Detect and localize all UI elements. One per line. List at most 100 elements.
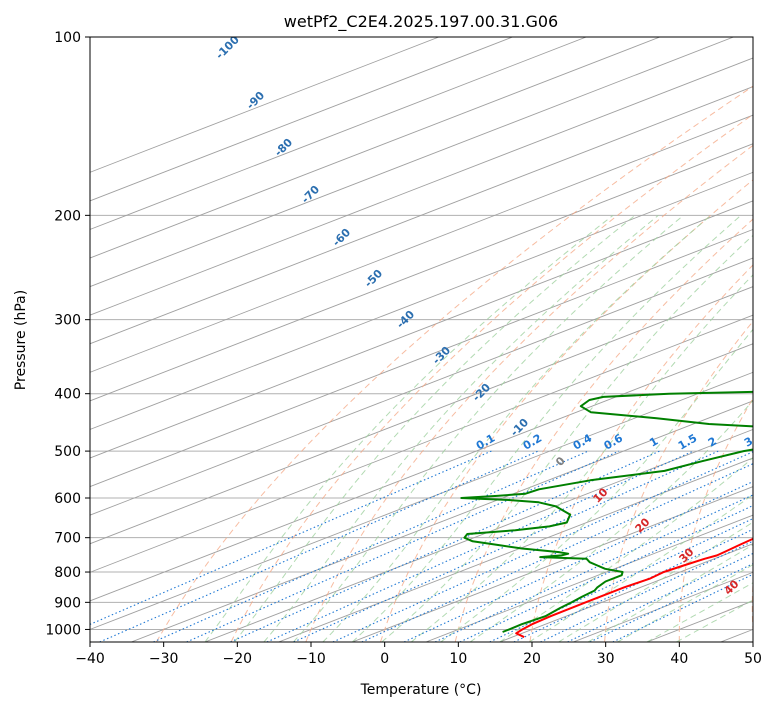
mixing-ratio-label: 4: [769, 434, 775, 449]
moist-adiabat: [646, 582, 753, 642]
chart-title: wetPf2_C2E4.2025.197.00.31.G06: [284, 12, 558, 32]
background-lines: [90, 37, 753, 642]
mixing-ratio-label: 0.1: [474, 432, 497, 453]
isotherm-line: [90, 257, 753, 516]
isotherm-line: [90, 228, 753, 488]
mixing-ratio-label: 0.6: [602, 431, 626, 452]
mixing-ratio-line: [153, 450, 589, 642]
y-tick-label: 200: [54, 208, 81, 224]
dry-adiabat-label: -70: [299, 183, 322, 206]
dry-adiabat-label: -10: [508, 416, 531, 439]
mixing-ratio-line: [589, 563, 753, 642]
isotherm-line: [90, 314, 753, 573]
isotherm-line: [90, 37, 440, 173]
isotherm-line: [90, 37, 661, 259]
isotherm-line: [646, 600, 753, 642]
mixing-ratio-line: [403, 481, 753, 642]
x-tick-label: 50: [744, 651, 762, 667]
y-tick-label: 900: [54, 595, 81, 611]
mixing-ratio-label: 0.2: [521, 432, 544, 453]
moist-adiabat: [617, 564, 753, 642]
dry-adiabat: [454, 218, 753, 642]
moist-adiabat: [499, 456, 753, 642]
moist-adiabat: [263, 214, 659, 642]
isotherm-line: [90, 371, 753, 630]
mixing-ratio-label: 0.4: [571, 431, 595, 452]
isotherm-line: [720, 628, 753, 642]
x-tick-label: 0: [380, 651, 389, 667]
moist-adiabat-label: 0: [553, 454, 568, 469]
x-tick-label: −10: [296, 651, 326, 667]
dry-adiabat: [305, 144, 753, 642]
mixing-ratio-line: [361, 463, 753, 642]
moist-adiabat: [293, 214, 684, 642]
x-tick-label: 40: [670, 651, 688, 667]
mixing-ratio-line: [459, 504, 753, 642]
mixing-ratio-line: [489, 518, 753, 642]
isotherm-line: [90, 37, 513, 202]
mixing-ratio-line: [293, 450, 719, 642]
dry-adiabat: [678, 397, 753, 642]
dry-adiabat-label: -40: [394, 308, 417, 331]
mixing-ratio-label: 1.5: [676, 432, 699, 453]
y-axis-ticks: 100 200 300 400 500 600 700 800 900 1000: [45, 30, 90, 638]
moist-adiabat: [469, 399, 753, 642]
moist-adiabat-label: 10: [591, 485, 611, 505]
x-axis-ticks: −40 −30 −20 −10 0 10 20 30 40 50: [75, 642, 762, 667]
isotherm-line: [90, 37, 587, 230]
mixing-ratio-line: [90, 450, 492, 625]
dry-adiabat: [529, 264, 753, 642]
plot-frame: [89, 36, 754, 643]
profiles: [460, 390, 753, 639]
dry-adiabat-label: -60: [330, 226, 353, 249]
isotherm-line: [352, 486, 753, 642]
moist-adiabat: [234, 214, 636, 642]
isotherm-line: [131, 400, 753, 642]
moist-adiabat: [322, 214, 712, 642]
y-tick-label: 700: [54, 531, 81, 547]
y-axis-label: Pressure (hPa): [13, 290, 29, 390]
y-tick-label: 800: [54, 565, 81, 581]
isotherm-line: [90, 286, 753, 545]
isotherm-line: [278, 457, 753, 642]
mixing-ratio-label: 1: [647, 435, 660, 450]
dry-adiabat-label: -80: [272, 136, 295, 159]
temperature-profile: [515, 537, 753, 639]
isotherm-line: [90, 200, 753, 459]
moist-adiabat: [558, 521, 753, 642]
moist-adiabat: [676, 599, 753, 642]
isotherm-line: [90, 86, 753, 345]
isotherm-line: [204, 428, 753, 642]
dry-adiabat-label: -50: [362, 267, 385, 290]
dry-adiabat-label: -20: [470, 381, 493, 404]
dry-adiabat: [751, 577, 753, 636]
y-tick-label: 100: [54, 30, 81, 46]
isotherm-line: [90, 114, 753, 373]
dry-adiabat: [155, 85, 753, 642]
dry-adiabat: [380, 179, 753, 642]
mixing-ratio-line: [99, 450, 539, 642]
moist-adiabat: [528, 494, 753, 642]
mixing-ratio-line: [266, 450, 694, 642]
isotherm-line: [90, 171, 753, 430]
mixing-ratio-line: [332, 451, 753, 642]
y-tick-label: 500: [54, 444, 81, 460]
x-tick-label: 10: [449, 651, 467, 667]
isotherm-line: [90, 37, 734, 288]
x-tick-label: −30: [149, 651, 179, 667]
moist-adiabat: [587, 544, 753, 642]
dewpoint-profile: [460, 390, 753, 633]
y-tick-label: 400: [54, 387, 81, 403]
line-labels: -100-90-80-70-60-50-40-30-20-10010203040…: [213, 37, 775, 598]
x-tick-label: 30: [597, 651, 615, 667]
y-tick-label: 300: [54, 313, 81, 329]
x-axis-label: Temperature (°C): [360, 682, 482, 698]
y-tick-label: 600: [54, 491, 81, 507]
isotherm-line: [90, 57, 753, 316]
dry-adiabat: [230, 113, 753, 642]
moist-adiabat: [410, 274, 753, 642]
mixing-ratio-line: [567, 552, 753, 642]
y-tick-label: 1000: [45, 622, 81, 638]
dry-adiabat-label: -90: [244, 89, 267, 112]
isotherm-line: [90, 143, 753, 402]
